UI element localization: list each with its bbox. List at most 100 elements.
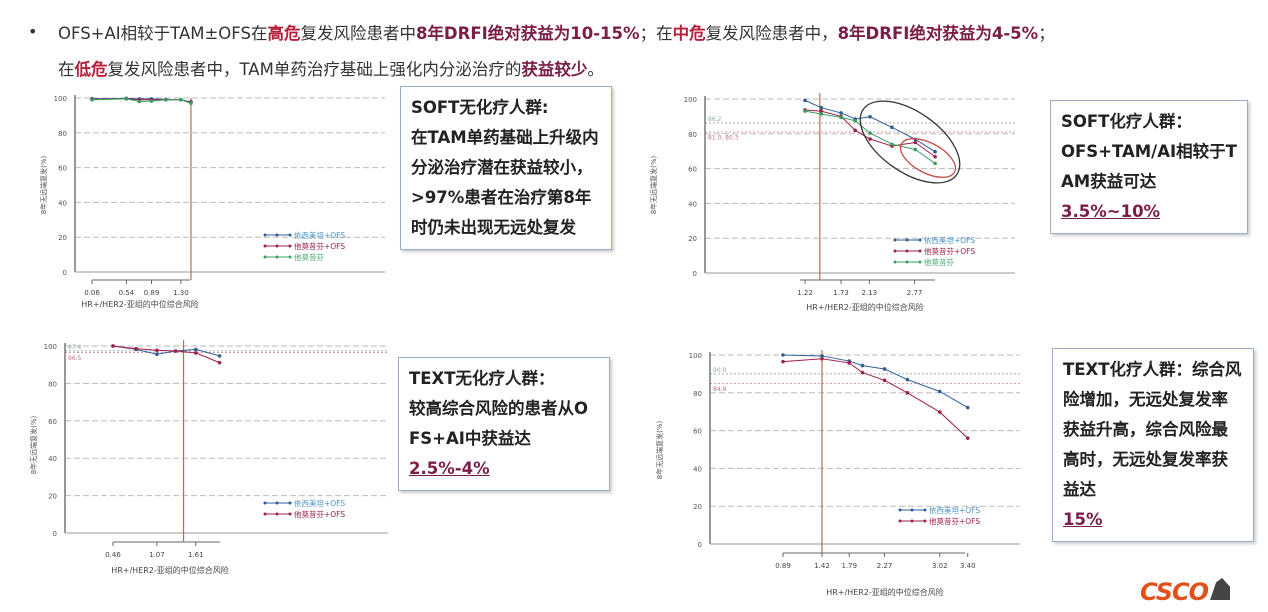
headline-text: 在 [58,60,75,79]
textbox-soft-chemo: SOFT化疗人群： OFS+TAM/AI相较于TAM获益可达 3.5%~10% [1050,100,1248,234]
headline-text: ； [1038,24,1055,43]
x-tick-label: 1.73 [833,289,849,297]
legend-marker [275,244,279,248]
legend-marker [263,501,267,505]
y-tick-label: 0 [693,270,697,278]
data-point-blue [905,377,910,382]
legend-label: 他莫昔芬+OFS [294,509,345,519]
legend-label: 他莫昔芬+OFS [294,241,345,251]
headline-line-1: OFS+AI相较于TAM±OFS在高危复发风险患者中8年DRFI绝对获益为10-… [58,20,1055,44]
data-point-red [819,109,824,113]
data-point-blue [860,363,865,368]
legend-marker [275,233,279,237]
data-point-blue [217,354,222,358]
highlight-ellipse [859,100,961,184]
legend-marker [275,512,279,516]
x-axis-title: HR+/HER2-亚组的中位综合风险 [81,299,199,309]
x-tick-label: 0.89 [144,289,160,297]
y-tick-label: 100 [689,352,702,360]
legend-marker [905,260,909,264]
data-point-green [868,131,872,135]
legend-marker [263,512,267,516]
textbox-title: SOFT化疗人群： [1061,112,1192,131]
y-tick-label: 0 [53,530,57,538]
y-axis-title: 8年无远端复发(%) [39,155,48,214]
y-tick-label: 60 [693,428,702,436]
legend-marker [263,244,267,248]
x-tick-label: 2.13 [862,289,878,297]
y-tick-label: 20 [688,235,697,243]
data-point-green [189,101,193,106]
legend-label: 他莫昔芬+OFS [924,246,975,256]
chart-soft-chemo: 0 20 40 60 80 100 86.2 81.0, 80.3 1.22 1.73 2.13 2.… [649,93,1015,312]
headline-text: 。 [587,60,604,79]
y-tick-label: 100 [54,95,67,103]
y-axis-title: 8年无远端复发(%) [29,415,38,474]
x-tick-label: 1.22 [797,289,813,297]
series-line-red [112,345,220,364]
y-tick-label: 40 [48,455,57,463]
y-tick-label: 0 [63,269,67,277]
textbox-body: TEXT化疗人群：综合风险增加，无远处复发率获益升高，综合风险最高时，无远处复发… [1063,355,1243,505]
data-point-green [853,118,857,123]
data-point-red [217,360,222,365]
highlight-text: 低危 [74,60,108,79]
y-tick-label: 20 [48,493,57,501]
data-point-green [137,99,142,104]
bullet-marker: • [28,22,38,41]
legend-label: 他莫昔芬 [294,252,324,262]
textbox-body: 在TAM单药基础上升级内分泌治疗潜在获益较小，>97%患者在治疗第8年时仍未出现… [411,128,599,237]
data-point-blue [933,149,937,154]
textbox-body: 较高综合风险的患者从OFS+AI中获益达 [409,399,589,448]
csco-logo: CSCO [1140,578,1231,606]
headline-text: 复发风险患者中， [705,24,838,43]
x-tick-label: 3.02 [932,562,948,570]
data-point-blue [937,389,942,394]
data-point-red [111,344,115,348]
legend-marker [910,508,914,512]
data-point-blue [781,353,785,357]
data-point-red [820,356,824,361]
legend-marker [923,508,927,512]
data-point-red [781,359,785,364]
headline-text: 复发风险患者中 [300,24,416,43]
legend-label: 依西美坦+OFS [929,505,980,515]
x-tick-label: 1.61 [188,551,204,559]
headline-text: 复发风险患者中，TAM单药治疗基础上强化内分泌治疗的 [107,60,522,79]
chart-text-no-chemo: 0 20 40 60 80 100 97.4 96.5 0.46 1.07 1.61 HR+/HER2… [29,340,388,575]
textbox-text-no-chemo: TEXT无化疗人群： 较高综合风险的患者从OFS+AI中获益达 2.5%-4% [398,357,610,491]
legend-label: 他莫昔芬 [924,257,954,267]
legend-marker [893,260,897,264]
data-point-red [937,410,942,414]
x-tick-label: 1.42 [814,562,830,570]
data-point-red [847,361,852,365]
reference-label: 86.2 [708,116,722,123]
y-tick-label: 80 [58,130,67,138]
x-tick-label: 2.77 [907,289,923,297]
data-point-red [933,154,937,159]
y-tick-label: 40 [693,465,702,473]
highlight-ellipse [899,138,957,178]
y-tick-label: 20 [693,503,702,511]
data-point-green [164,97,168,102]
textbox-title: TEXT无化疗人群： [409,369,555,388]
x-axis-title: HR+/HER2-亚组的中位综合风险 [806,302,924,312]
headline-text: OFS+AI相较于TAM±OFS在 [58,24,268,43]
benefit-percent: 15% [1063,510,1103,529]
legend-marker [923,519,927,523]
x-tick-label: 0.46 [105,551,121,559]
data-point-green [933,161,937,166]
x-tick-label: 0.06 [84,289,100,297]
series-line-blue [782,354,968,408]
legend-marker [905,238,909,242]
y-axis-title: 8年无远端复发(%) [655,420,664,479]
legend-marker [275,255,279,259]
reference-label: 97.4 [68,344,82,351]
data-point-red [905,391,910,395]
data-point-red [860,370,865,375]
legend-marker [288,512,292,516]
y-tick-label: 80 [48,380,57,388]
textbox-body: OFS+TAM/AI相较于TAM获益可达 [1061,142,1237,191]
series-line-green [804,110,936,164]
highlight-text: 获益较少 [521,60,588,79]
